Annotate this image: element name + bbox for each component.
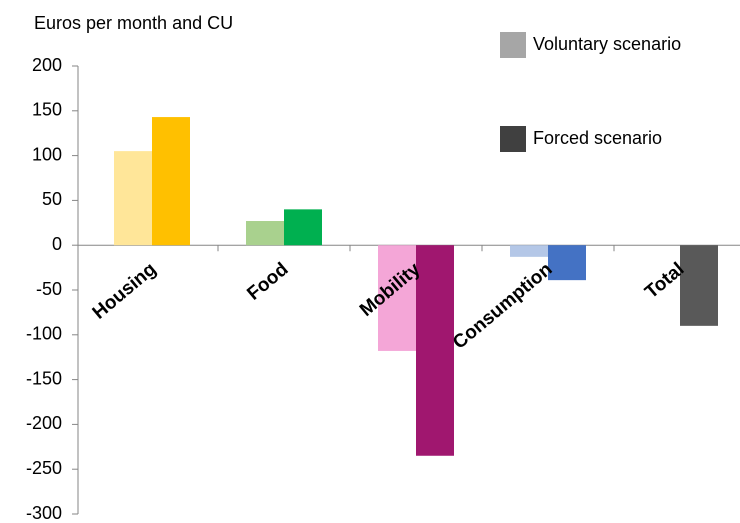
- y-tick-label: 50: [42, 189, 62, 209]
- x-tick-label: Food: [243, 259, 292, 305]
- x-tick-label: Consumption: [449, 259, 556, 354]
- x-tick-label: Housing: [89, 259, 161, 324]
- y-tick-label: 0: [52, 234, 62, 254]
- bar: [114, 151, 152, 246]
- y-tick-label: -200: [26, 413, 62, 433]
- legend-swatch: [500, 32, 526, 58]
- y-tick-label: -250: [26, 458, 62, 478]
- legend-label: Forced scenario: [533, 128, 662, 148]
- y-tick-label: -300: [26, 503, 62, 523]
- bar: [680, 245, 718, 326]
- y-tick-label: -150: [26, 368, 62, 388]
- bar: [416, 245, 454, 456]
- y-tick-label: 200: [32, 55, 62, 75]
- y-tick-label: 100: [32, 144, 62, 164]
- y-tick-label: 150: [32, 100, 62, 120]
- bar: [246, 221, 284, 246]
- bar: [152, 117, 190, 246]
- y-tick-label: -50: [36, 279, 62, 299]
- legend-label: Voluntary scenario: [533, 34, 681, 54]
- y-tick-label: -100: [26, 324, 62, 344]
- y-axis-title: Euros per month and CU: [34, 13, 233, 33]
- legend-swatch: [500, 126, 526, 152]
- bar: [378, 245, 416, 351]
- bar: [548, 245, 586, 281]
- bar: [510, 245, 548, 257]
- bar: [284, 209, 322, 246]
